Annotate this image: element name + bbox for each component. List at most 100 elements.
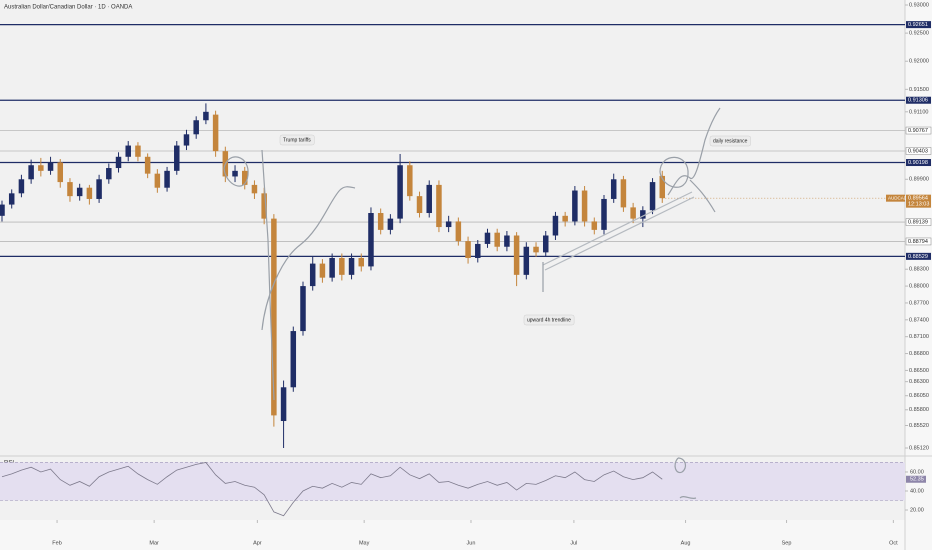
- candle-body: [96, 179, 102, 199]
- level-label-box: [905, 126, 932, 135]
- candle-body: [271, 218, 277, 416]
- y-tick-label: 60.00: [910, 469, 924, 475]
- candle-body: [28, 165, 34, 180]
- annotation-box: [523, 314, 575, 326]
- y-tick-label: 0.86500: [909, 368, 929, 374]
- last-price-label: 0.89564: [908, 196, 928, 202]
- price-axis: [905, 0, 932, 550]
- level-label: 0.88529: [908, 254, 928, 260]
- rsi-circle: [674, 457, 687, 474]
- circle-drawing: [659, 156, 689, 188]
- level-label: 0.90767: [908, 128, 928, 134]
- candle-body: [659, 175, 666, 199]
- candle-body: [0, 204, 5, 216]
- candle-body: [407, 165, 413, 197]
- level-label: 0.89139: [908, 220, 928, 226]
- price-pane: [0, 0, 905, 456]
- y-tick-label: 0.91100: [909, 109, 928, 115]
- candle-body: [436, 184, 442, 228]
- y-tick-label: 0.92000: [909, 59, 929, 65]
- x-tick-label: Sep: [782, 540, 792, 546]
- candle-body: [290, 331, 297, 388]
- candle-body: [144, 156, 151, 174]
- rsi-line: [1, 462, 663, 517]
- candle-body: [125, 145, 131, 157]
- candle-body: [8, 193, 15, 205]
- candle-body: [67, 182, 73, 197]
- candle-body: [164, 170, 170, 188]
- level-label: 0.91306: [908, 98, 928, 104]
- x-tick-label: Oct: [889, 540, 898, 546]
- y-tick-label: 0.85800: [909, 407, 929, 413]
- level-label-box: [906, 252, 931, 260]
- arrow-drawing: [261, 149, 275, 401]
- candle-body: [542, 235, 549, 253]
- candle-body: [212, 114, 219, 152]
- y-tick-label: 0.85120: [909, 445, 929, 451]
- candle-body: [445, 221, 452, 228]
- y-tick-label: 0.88300: [909, 267, 929, 273]
- candle-body: [280, 387, 287, 422]
- candle-body: [76, 187, 83, 197]
- x-tick-label: Apr: [253, 540, 262, 546]
- projection-drawing: [261, 186, 356, 331]
- y-tick-label: 0.89900: [909, 177, 929, 183]
- candle-body: [572, 190, 578, 222]
- candle-body: [232, 170, 238, 177]
- annotation: upward 4h trendline: [527, 317, 571, 323]
- candle-body: [115, 156, 122, 169]
- candle-body: [203, 111, 209, 121]
- hand-drawings: [223, 107, 721, 500]
- level-label-box: [906, 96, 931, 104]
- candle-body: [38, 165, 44, 171]
- x-tick-label: Jun: [467, 540, 476, 546]
- candle-body: [18, 179, 25, 194]
- candle-body: [601, 198, 607, 230]
- y-tick-label: 0.87400: [909, 317, 929, 323]
- candle-body: [368, 213, 374, 267]
- candle-body: [319, 263, 326, 278]
- y-tick-label: 0.85520: [909, 423, 929, 429]
- candle-body: [504, 235, 510, 247]
- annotation: Trump tariffs: [283, 137, 311, 143]
- rsi-band: [0, 462, 905, 501]
- y-tick-label: 0.87100: [909, 334, 929, 340]
- y-tick-label: 0.87700: [909, 300, 929, 306]
- time-axis: [0, 520, 905, 550]
- y-tick-label: 0.93000: [909, 2, 929, 8]
- candle-body: [455, 221, 462, 242]
- candle-body: [620, 179, 627, 208]
- candle-body: [300, 286, 306, 332]
- candle-body: [358, 257, 365, 267]
- projection-drawing: [689, 179, 716, 213]
- level-label: 0.90198: [908, 160, 928, 166]
- candle-body: [174, 145, 180, 171]
- rsi-drawing: [679, 495, 697, 500]
- candle-body: [339, 257, 345, 275]
- annotation-box: [279, 134, 315, 146]
- candle-body: [193, 120, 199, 135]
- candle-body: [610, 179, 617, 199]
- candle-body: [484, 232, 491, 244]
- candle-body: [416, 196, 423, 214]
- candle-body: [348, 257, 355, 275]
- level-label-box: [905, 147, 932, 155]
- y-tick-label: 0.86800: [909, 351, 929, 357]
- candle-body: [135, 145, 141, 157]
- candle-body: [377, 213, 384, 230]
- candle-body: [241, 170, 248, 185]
- y-tick-label: 20.00: [910, 507, 924, 513]
- candle-body: [251, 184, 258, 194]
- rsi-last-label: 52.35: [910, 477, 924, 483]
- candle-body: [523, 246, 530, 275]
- candle-body: [465, 241, 471, 258]
- candle-body: [494, 232, 500, 247]
- level-label-box: [905, 218, 932, 226]
- candle-body: [397, 165, 403, 219]
- circle-drawing: [223, 156, 249, 187]
- symbol-box: [886, 194, 905, 202]
- level-label: 0.90403: [908, 148, 928, 154]
- level-label-box: [906, 21, 931, 29]
- candle-body: [106, 168, 112, 180]
